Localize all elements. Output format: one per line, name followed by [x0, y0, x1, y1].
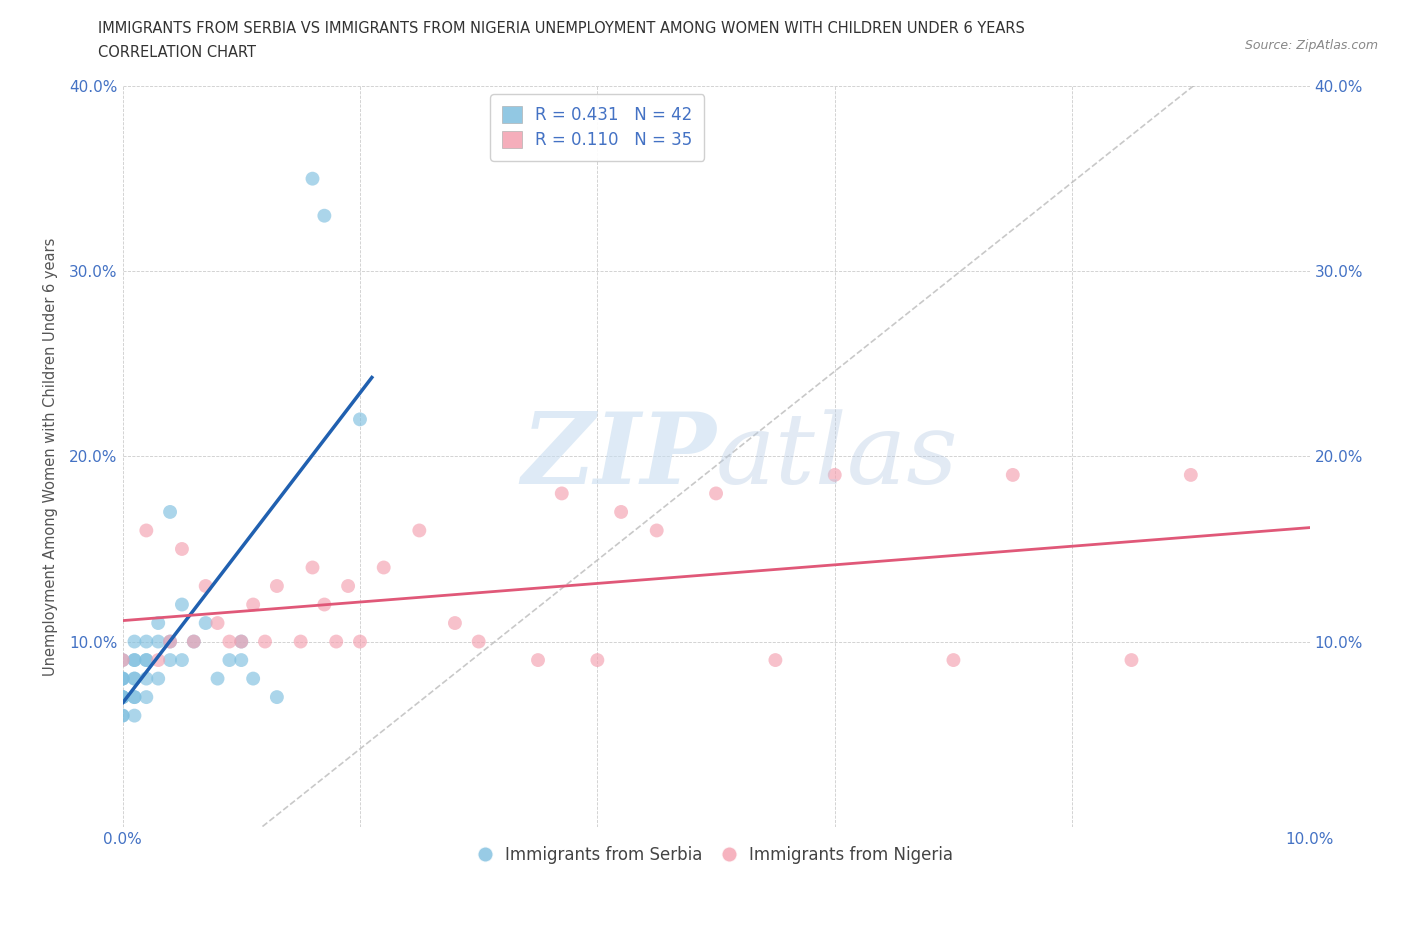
- Point: [373, 560, 395, 575]
- Point: [704, 486, 727, 501]
- Point: [253, 634, 276, 649]
- Point: [111, 708, 134, 723]
- Point: [170, 541, 193, 556]
- Point: [314, 208, 336, 223]
- Point: [824, 468, 846, 483]
- Point: [586, 653, 609, 668]
- Point: [111, 653, 134, 668]
- Point: [349, 412, 371, 427]
- Point: [124, 671, 146, 686]
- Point: [231, 634, 253, 649]
- Point: [325, 634, 347, 649]
- Point: [124, 708, 146, 723]
- Point: [242, 671, 264, 686]
- Point: [231, 634, 253, 649]
- Text: IMMIGRANTS FROM SERBIA VS IMMIGRANTS FROM NIGERIA UNEMPLOYMENT AMONG WOMEN WITH : IMMIGRANTS FROM SERBIA VS IMMIGRANTS FRO…: [98, 21, 1025, 36]
- Point: [111, 708, 134, 723]
- Point: [159, 653, 181, 668]
- Point: [135, 690, 157, 705]
- Point: [337, 578, 360, 593]
- Point: [159, 504, 181, 519]
- Point: [111, 690, 134, 705]
- Point: [148, 653, 170, 668]
- Point: [942, 653, 965, 668]
- Point: [207, 616, 229, 631]
- Point: [194, 578, 217, 593]
- Point: [290, 634, 312, 649]
- Point: [763, 653, 786, 668]
- Point: [111, 671, 134, 686]
- Point: [183, 634, 205, 649]
- Point: [124, 690, 146, 705]
- Point: [111, 690, 134, 705]
- Point: [301, 171, 323, 186]
- Point: [207, 671, 229, 686]
- Point: [135, 634, 157, 649]
- Text: atlas: atlas: [716, 409, 959, 504]
- Y-axis label: Unemployment Among Women with Children Under 6 years: Unemployment Among Women with Children U…: [44, 237, 58, 675]
- Point: [266, 690, 288, 705]
- Point: [610, 504, 633, 519]
- Point: [124, 653, 146, 668]
- Point: [527, 653, 550, 668]
- Point: [111, 671, 134, 686]
- Point: [183, 634, 205, 649]
- Point: [135, 653, 157, 668]
- Point: [135, 523, 157, 538]
- Point: [1121, 653, 1143, 668]
- Point: [1001, 468, 1024, 483]
- Point: [170, 597, 193, 612]
- Point: [444, 616, 467, 631]
- Point: [218, 634, 240, 649]
- Point: [124, 690, 146, 705]
- Point: [124, 671, 146, 686]
- Point: [111, 653, 134, 668]
- Point: [467, 634, 489, 649]
- Point: [148, 616, 170, 631]
- Point: [159, 634, 181, 649]
- Point: [111, 690, 134, 705]
- Point: [551, 486, 574, 501]
- Point: [124, 634, 146, 649]
- Point: [349, 634, 371, 649]
- Text: ZIP: ZIP: [522, 408, 716, 505]
- Point: [266, 578, 288, 593]
- Point: [645, 523, 668, 538]
- Point: [111, 690, 134, 705]
- Point: [111, 671, 134, 686]
- Point: [242, 597, 264, 612]
- Point: [408, 523, 430, 538]
- Point: [170, 653, 193, 668]
- Point: [148, 671, 170, 686]
- Legend: Immigrants from Serbia, Immigrants from Nigeria: Immigrants from Serbia, Immigrants from …: [472, 839, 960, 870]
- Point: [1180, 468, 1202, 483]
- Text: Source: ZipAtlas.com: Source: ZipAtlas.com: [1244, 39, 1378, 52]
- Point: [124, 653, 146, 668]
- Point: [231, 653, 253, 668]
- Point: [135, 653, 157, 668]
- Point: [194, 616, 217, 631]
- Point: [135, 671, 157, 686]
- Point: [159, 634, 181, 649]
- Point: [218, 653, 240, 668]
- Point: [301, 560, 323, 575]
- Point: [314, 597, 336, 612]
- Point: [148, 634, 170, 649]
- Text: CORRELATION CHART: CORRELATION CHART: [98, 45, 256, 60]
